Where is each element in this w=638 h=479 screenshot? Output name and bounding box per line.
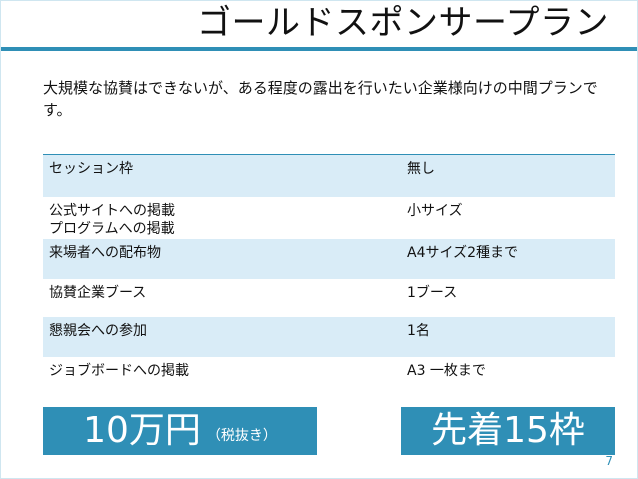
table-row: セッション枠 無し	[43, 155, 615, 197]
price-callout: 10万円 （税抜き）	[43, 407, 317, 455]
table-cell-right: 1ブース	[407, 285, 458, 301]
page-number: 7	[605, 454, 613, 468]
table-row: 協賛企業ブース 1ブース	[43, 279, 615, 317]
table-cell-right: A3 一枚まで	[407, 363, 486, 379]
price-amount: 10万円	[83, 410, 201, 451]
table-row: 来場者への配布物 A4サイズ2種まで	[43, 239, 615, 279]
table-row: 公式サイトへの掲載 プログラムへの掲載 小サイズ	[43, 197, 615, 239]
limit-text: 先着15枠	[431, 410, 585, 451]
table-cell-left: 協賛企業ブース	[49, 285, 147, 301]
table-cell-left: ジョブボードへの掲載	[49, 363, 189, 379]
table-cell-right: 無し	[407, 161, 435, 177]
slide-title: ゴールドスポンサープラン	[197, 3, 609, 43]
intro-text: 大規模な協賛はできないが、ある程度の露出を行いたい企業様向けの中間プランです。	[43, 79, 598, 119]
table-cell-right: 小サイズ	[407, 203, 463, 219]
table-row: 懇親会への参加 1名	[43, 317, 615, 357]
price-tax-note: （税抜き）	[206, 428, 277, 444]
table-row: ジョブボードへの掲載 A3 一枚まで	[43, 357, 615, 395]
benefits-table: セッション枠 無し 公式サイトへの掲載 プログラムへの掲載 小サイズ 来場者への…	[43, 154, 615, 395]
table-cell-left: 来場者への配布物	[49, 245, 161, 261]
table-cell-left: 公式サイトへの掲載 プログラムへの掲載	[49, 203, 175, 238]
table-cell-left: 懇親会への参加	[49, 323, 147, 339]
title-underline	[1, 47, 637, 51]
limit-callout: 先着15枠	[401, 407, 615, 455]
table-cell-right: 1名	[407, 323, 430, 339]
table-cell-left: セッション枠	[49, 161, 133, 177]
table-cell-right: A4サイズ2種まで	[407, 245, 518, 261]
